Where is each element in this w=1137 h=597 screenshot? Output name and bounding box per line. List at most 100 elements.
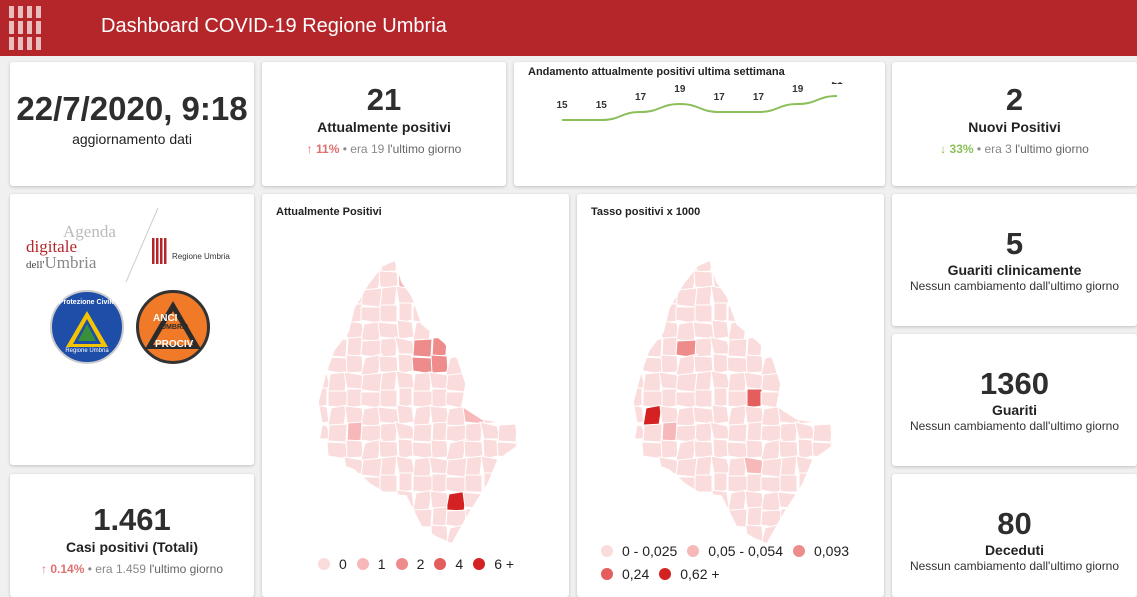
municipality-area[interactable] [779, 422, 798, 443]
municipality-area[interactable] [379, 474, 398, 493]
municipality-area[interactable] [812, 456, 833, 477]
municipality-area[interactable] [642, 404, 663, 427]
municipality-area[interactable] [398, 387, 413, 410]
municipality-area[interactable] [694, 285, 713, 308]
municipality-area[interactable] [431, 388, 448, 409]
municipality-area[interactable] [629, 387, 643, 410]
municipality-area[interactable] [314, 387, 328, 410]
municipality-area[interactable] [412, 423, 433, 443]
municipality-area[interactable] [464, 455, 483, 478]
municipality-area[interactable] [311, 370, 331, 390]
municipality-area[interactable] [797, 438, 814, 460]
municipality-area[interactable] [795, 455, 816, 475]
municipality-area[interactable] [693, 440, 714, 459]
municipality-area[interactable] [694, 304, 713, 323]
municipality-area[interactable] [429, 490, 450, 509]
municipality-area[interactable] [727, 489, 748, 512]
municipality-area[interactable] [497, 456, 518, 477]
municipality-area[interactable] [694, 389, 713, 408]
municipality-area[interactable] [727, 508, 748, 528]
municipality-area[interactable] [430, 439, 449, 459]
municipality-area[interactable] [379, 370, 398, 393]
municipality-area[interactable] [746, 473, 763, 494]
municipality-area[interactable] [379, 304, 398, 323]
municipality-area[interactable] [811, 441, 833, 460]
municipality-area[interactable] [727, 404, 748, 427]
municipality-area[interactable] [760, 509, 783, 529]
municipality-area[interactable] [430, 524, 449, 544]
municipality-area[interactable] [379, 337, 398, 358]
municipality-area[interactable] [711, 319, 730, 340]
municipality-area[interactable] [346, 388, 363, 409]
municipality-area[interactable] [411, 356, 434, 375]
municipality-area[interactable] [396, 404, 415, 425]
municipality-area[interactable] [464, 474, 483, 493]
municipality-area[interactable] [675, 372, 698, 393]
municipality-area[interactable] [412, 508, 433, 528]
municipality-area[interactable] [660, 354, 679, 374]
municipality-area[interactable] [464, 422, 483, 443]
municipality-area[interactable] [660, 439, 679, 459]
municipality-area[interactable] [360, 372, 383, 393]
municipality-area[interactable] [694, 474, 713, 493]
municipality-area[interactable] [395, 455, 416, 475]
municipality-area[interactable] [429, 405, 450, 424]
municipality-area[interactable] [745, 439, 764, 459]
municipality-area[interactable] [812, 423, 833, 443]
municipality-area[interactable] [710, 370, 731, 390]
municipality-area[interactable] [398, 472, 413, 495]
municipality-area[interactable] [675, 457, 698, 478]
municipality-area[interactable] [396, 319, 415, 340]
municipality-area[interactable] [744, 405, 765, 424]
municipality-area[interactable] [378, 440, 399, 459]
municipality-area[interactable] [727, 338, 748, 358]
municipality-area[interactable] [726, 441, 749, 460]
municipality-area[interactable] [710, 455, 731, 475]
municipality-area[interactable] [694, 455, 713, 478]
municipality-area[interactable] [692, 406, 715, 425]
municipality-area[interactable] [693, 270, 714, 289]
municipality-area[interactable] [692, 321, 715, 340]
municipality-area[interactable] [345, 354, 364, 374]
municipality-area[interactable] [694, 337, 713, 358]
municipality-area[interactable] [659, 405, 680, 424]
municipality-area[interactable] [830, 439, 848, 459]
municipality-area[interactable] [412, 338, 433, 358]
municipality-area[interactable] [515, 439, 533, 459]
municipality-area[interactable] [779, 474, 798, 493]
municipality-area[interactable] [412, 489, 433, 512]
municipality-area[interactable] [713, 472, 728, 495]
municipality-area[interactable] [642, 338, 663, 358]
municipality-area[interactable] [412, 404, 433, 427]
umbria-map-positivi[interactable] [262, 224, 569, 554]
municipality-area[interactable] [378, 270, 399, 289]
municipality-area[interactable] [796, 489, 815, 510]
municipality-area[interactable] [360, 457, 383, 478]
municipality-area[interactable] [430, 354, 449, 374]
municipality-area[interactable] [344, 320, 365, 339]
municipality-area[interactable] [642, 423, 663, 443]
municipality-area[interactable] [431, 473, 448, 494]
municipality-area[interactable] [379, 389, 398, 408]
municipality-area[interactable] [445, 509, 468, 529]
municipality-area[interactable] [379, 285, 398, 308]
municipality-area[interactable] [379, 422, 398, 443]
municipality-area[interactable] [711, 404, 730, 425]
municipality-area[interactable] [726, 356, 749, 375]
municipality-area[interactable] [377, 406, 400, 425]
municipality-area[interactable] [378, 355, 399, 374]
municipality-area[interactable] [712, 438, 729, 460]
municipality-area[interactable] [694, 422, 713, 443]
municipality-area[interactable] [327, 338, 348, 358]
municipality-area[interactable] [694, 370, 713, 393]
municipality-area[interactable] [659, 320, 680, 339]
municipality-area[interactable] [712, 353, 729, 375]
municipality-area[interactable] [327, 404, 348, 427]
municipality-area[interactable] [693, 355, 714, 374]
municipality-area[interactable] [746, 388, 763, 409]
municipality-area[interactable] [397, 438, 414, 460]
municipality-area[interactable] [496, 441, 518, 460]
municipality-area[interactable] [398, 302, 413, 325]
municipality-area[interactable] [379, 455, 398, 478]
umbria-map-tasso[interactable] [577, 224, 884, 554]
